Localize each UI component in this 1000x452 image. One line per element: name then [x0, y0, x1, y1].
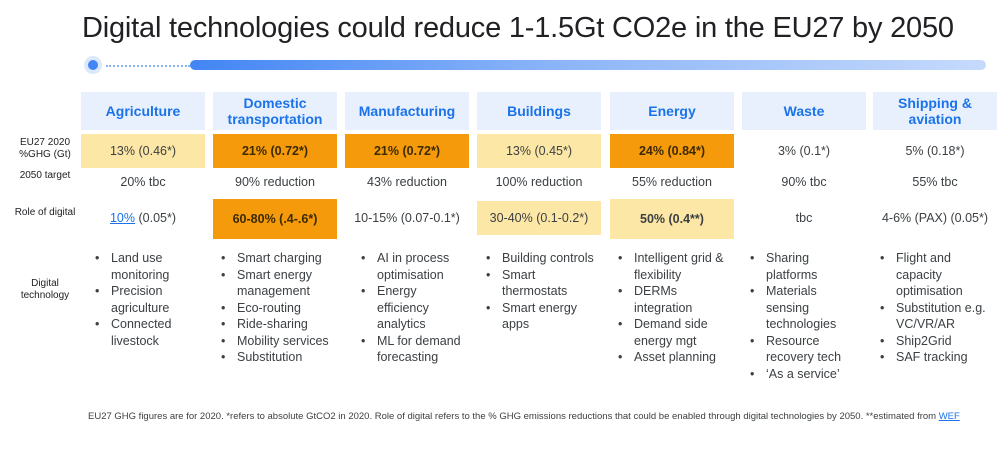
progress-bar	[190, 60, 986, 70]
list-item: Smart charging	[213, 250, 337, 267]
list-item: Energy efficiency analytics	[353, 283, 463, 333]
footnote-text: EU27 GHG figures are for 2020. *refers t…	[88, 411, 939, 422]
target-domestic-transportation: 90% reduction	[235, 175, 315, 189]
list-item: Ship2Grid	[872, 333, 990, 350]
progress-dot-inner	[88, 60, 98, 70]
role-waste: tbc	[795, 211, 813, 225]
role-shipping-aviation: 4-6% (PAX) (0.05*)	[881, 211, 989, 225]
target-waste: 90% tbc	[781, 175, 827, 189]
list-item: Flight and capacity optimisation	[872, 250, 990, 300]
tech-list-domestic-transportation: Smart charging Smart energy management E…	[213, 250, 337, 366]
list-item: DERMs integration	[610, 283, 734, 316]
list-item: Connected livestock	[87, 316, 211, 349]
ghg-buildings: 13% (0.45*)	[477, 134, 601, 168]
tech-list-agriculture: Land use monitoring Precision agricultur…	[87, 250, 211, 349]
row-label-tech: Digital technology	[20, 278, 70, 301]
list-item: ‘As a service’	[742, 366, 860, 383]
header-waste: Waste	[742, 92, 866, 130]
list-item: Asset planning	[610, 349, 734, 366]
list-item: Intelligent grid & flexibility	[610, 250, 734, 283]
list-item: Smart thermostats	[478, 267, 596, 300]
list-item: Smart energy apps	[478, 300, 596, 333]
row-label-target: 2050 target	[19, 170, 71, 181]
list-item: Demand side energy mgt	[610, 316, 734, 349]
list-item: ML for demand forecasting	[353, 333, 463, 366]
footnote-link[interactable]: WEF	[938, 411, 960, 422]
role-domestic-transportation: 60-80% (.4-.6*)	[213, 199, 337, 239]
role-buildings: 30-40% (0.1-0.2*)	[477, 201, 601, 235]
list-item: Building controls	[478, 250, 596, 267]
role-energy: 50% (0.4**)	[610, 199, 734, 239]
list-item: Ride-sharing	[213, 316, 337, 333]
tech-list-waste: Sharing platforms Materials sensing tech…	[742, 250, 860, 382]
header-shipping-aviation: Shipping & aviation	[873, 92, 997, 130]
list-item: SAF tracking	[872, 349, 990, 366]
target-energy: 55% reduction	[632, 175, 712, 189]
header-agriculture: Agriculture	[81, 92, 205, 130]
header-buildings: Buildings	[477, 92, 601, 130]
tech-list-buildings: Building controls Smart thermostats Smar…	[478, 250, 596, 333]
list-item: Mobility services	[213, 333, 337, 350]
list-item: AI in process optimisation	[353, 250, 463, 283]
list-item: Smart energy management	[213, 267, 337, 300]
target-shipping-aviation: 55% tbc	[912, 175, 958, 189]
target-manufacturing: 43% reduction	[367, 175, 447, 189]
progress-dot	[84, 56, 102, 74]
row-label-role: Role of digital	[14, 207, 76, 218]
list-item: Precision agriculture	[87, 283, 211, 316]
ghg-energy: 24% (0.84*)	[610, 134, 734, 168]
ghg-waste: 3% (0.1*)	[777, 144, 831, 158]
list-item: Sharing platforms	[742, 250, 860, 283]
header-energy: Energy	[610, 92, 734, 130]
tech-list-shipping-aviation: Flight and capacity optimisation Substit…	[872, 250, 990, 366]
list-item: Land use monitoring	[87, 250, 211, 283]
footnote: EU27 GHG figures are for 2020. *refers t…	[88, 410, 968, 423]
ghg-manufacturing: 21% (0.72*)	[345, 134, 469, 168]
tech-list-manufacturing: AI in process optimisation Energy effici…	[353, 250, 463, 366]
role-agriculture-value: (0.05*)	[135, 211, 177, 225]
role-agriculture-link[interactable]: 10%	[109, 211, 136, 225]
target-agriculture: 20% tbc	[120, 175, 166, 189]
role-manufacturing: 10-15% (0.07-0.1*)	[354, 211, 460, 225]
list-item: Substitution e.g. VC/VR/AR	[872, 300, 990, 333]
tech-list-energy: Intelligent grid & flexibility DERMs int…	[610, 250, 734, 366]
header-manufacturing: Manufacturing	[345, 92, 469, 130]
list-item: Substitution	[213, 349, 337, 366]
ghg-shipping-aviation: 5% (0.18*)	[905, 144, 965, 158]
dotted-line	[106, 65, 190, 67]
list-item: Resource recovery tech	[742, 333, 860, 366]
role-agriculture: 10% (0.05*)	[81, 201, 205, 235]
ghg-domestic-transportation: 21% (0.72*)	[213, 134, 337, 168]
target-buildings: 100% reduction	[495, 175, 583, 189]
row-label-ghg: EU27 2020 %GHG (Gt)	[19, 137, 71, 160]
ghg-agriculture: 13% (0.46*)	[81, 134, 205, 168]
header-domestic-transportation: Domestic transportation	[213, 92, 337, 130]
list-item: Materials sensing technologies	[742, 283, 860, 333]
list-item: Eco-routing	[213, 300, 337, 317]
page-title: Digital technologies could reduce 1-1.5G…	[82, 12, 954, 44]
